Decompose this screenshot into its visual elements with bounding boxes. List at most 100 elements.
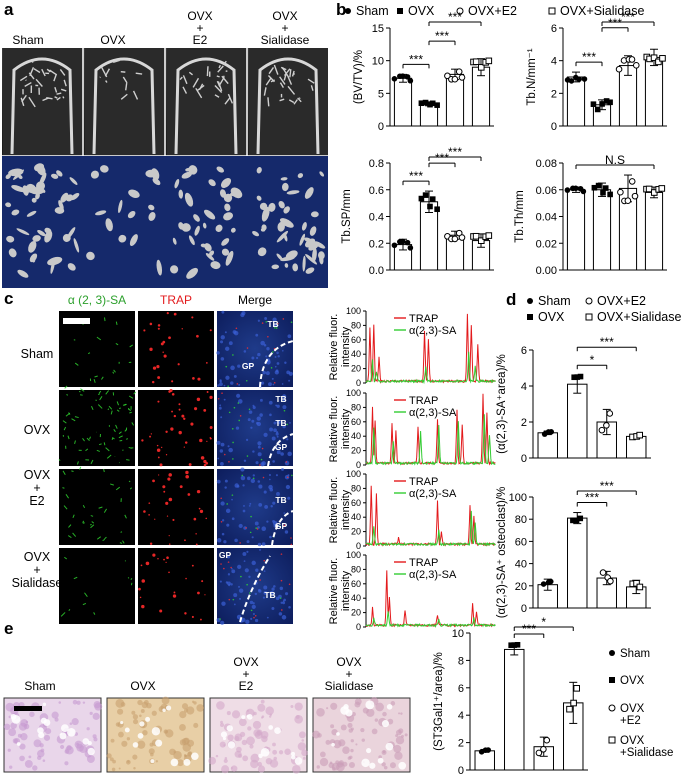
tissue-texture bbox=[273, 756, 278, 761]
trabecula-3d bbox=[276, 230, 289, 243]
group-label-line: Sham bbox=[12, 33, 43, 47]
tissue-texture bbox=[325, 739, 331, 745]
sa-signal bbox=[91, 405, 94, 410]
trap-signal bbox=[195, 533, 197, 535]
trap-signal bbox=[165, 561, 167, 563]
dapi-signal bbox=[252, 602, 255, 605]
tissue-texture bbox=[18, 722, 28, 731]
tissue-texture bbox=[254, 731, 263, 740]
trap-signal bbox=[168, 535, 170, 537]
trabecula bbox=[267, 97, 270, 107]
trap-signal bbox=[173, 414, 177, 418]
data-point bbox=[599, 569, 607, 576]
merge-signal bbox=[220, 497, 222, 500]
trabecula-3d bbox=[26, 210, 37, 217]
profile-legend-label: TRAP bbox=[409, 313, 438, 325]
dapi-signal bbox=[275, 432, 279, 436]
trabecula-3d bbox=[319, 171, 325, 177]
tissue-texture bbox=[19, 743, 26, 750]
dapi-signal bbox=[240, 467, 245, 472]
trabecula-3d bbox=[100, 165, 109, 173]
dapi-signal bbox=[223, 540, 227, 544]
sa-signal bbox=[62, 487, 65, 489]
sa-signal bbox=[124, 514, 127, 519]
sa-signal bbox=[74, 416, 79, 419]
trabecula-3d bbox=[127, 210, 136, 219]
trabecula-3d bbox=[73, 238, 80, 253]
data-point bbox=[603, 98, 610, 104]
data-point bbox=[477, 64, 485, 71]
trabecula bbox=[53, 73, 58, 82]
data-point bbox=[422, 192, 429, 198]
panel-d-letter: d bbox=[506, 290, 516, 309]
trabecula bbox=[63, 79, 67, 87]
trabecula-3d bbox=[259, 202, 268, 211]
merge-signal bbox=[259, 579, 261, 581]
tissue-texture bbox=[294, 702, 303, 711]
sa-image bbox=[59, 469, 135, 545]
profile-series-sa bbox=[365, 414, 496, 466]
tissue-texture bbox=[181, 703, 189, 710]
sa-signal bbox=[67, 435, 70, 440]
profile-legend-label: α(2,3)-SA bbox=[409, 407, 457, 419]
marrow-space bbox=[291, 755, 296, 760]
sa-signal bbox=[93, 612, 96, 615]
dapi-signal bbox=[269, 535, 272, 539]
trabecula-3d bbox=[128, 189, 140, 198]
marrow-space bbox=[258, 753, 263, 759]
trabecula bbox=[214, 85, 223, 93]
merge-signal bbox=[249, 592, 251, 594]
sa-image bbox=[59, 390, 135, 466]
trabecula-3d bbox=[202, 222, 207, 229]
legend-marker bbox=[585, 297, 593, 305]
row-label-line: Sham bbox=[21, 347, 54, 361]
dapi-signal bbox=[221, 519, 225, 522]
profile-y-tick-label: 100 bbox=[346, 469, 361, 479]
tissue-texture bbox=[301, 739, 305, 742]
tissue-texture bbox=[375, 702, 384, 712]
trap-signal bbox=[188, 463, 192, 466]
sa-signal bbox=[91, 521, 95, 524]
trap-signal bbox=[172, 518, 175, 521]
trap-signal bbox=[159, 609, 163, 613]
merge-signal bbox=[282, 318, 285, 320]
significance-label: *** bbox=[621, 10, 635, 24]
legend-label: OVX+Sialidase bbox=[597, 310, 681, 324]
marrow-space bbox=[365, 700, 375, 710]
marrow-space bbox=[369, 762, 376, 769]
chart-tbth: 0.00 0.02 0.04 0.06 0.08 Tb.Th/mm N.S bbox=[514, 153, 667, 277]
ct-tile bbox=[3, 48, 82, 156]
trap-signal bbox=[168, 473, 172, 477]
sa-signal bbox=[106, 454, 112, 459]
tissue-texture bbox=[374, 718, 379, 722]
y-tick-label: 0 bbox=[378, 121, 384, 133]
trap-signal bbox=[209, 426, 213, 429]
y-tick-label: 6 bbox=[458, 683, 464, 695]
dapi-signal bbox=[257, 319, 260, 322]
sa-signal bbox=[111, 437, 114, 440]
sa-signal bbox=[82, 520, 85, 523]
row-label-line: OVX bbox=[24, 423, 51, 437]
dapi-signal bbox=[281, 349, 284, 352]
dapi-signal bbox=[219, 580, 222, 583]
tissue-texture bbox=[179, 710, 187, 719]
dapi-signal bbox=[268, 473, 272, 477]
tissue-texture bbox=[179, 739, 187, 746]
trabecula bbox=[28, 96, 36, 108]
trabecula-3d bbox=[210, 261, 221, 270]
merge-signal bbox=[286, 476, 289, 479]
trap-signal bbox=[195, 543, 198, 546]
marrow-space bbox=[241, 715, 246, 720]
dapi-signal bbox=[248, 504, 251, 507]
sa-signal bbox=[96, 449, 100, 452]
sa-signal bbox=[129, 487, 132, 490]
tissue-texture bbox=[110, 738, 115, 743]
trap-signal bbox=[204, 594, 206, 596]
tissue-texture bbox=[79, 745, 87, 753]
sa-signal bbox=[124, 429, 127, 432]
trap-signal bbox=[143, 510, 146, 513]
trap-signal bbox=[168, 543, 171, 545]
dapi-signal bbox=[263, 344, 267, 347]
tissue-texture bbox=[366, 708, 375, 717]
trabecula bbox=[35, 78, 43, 87]
